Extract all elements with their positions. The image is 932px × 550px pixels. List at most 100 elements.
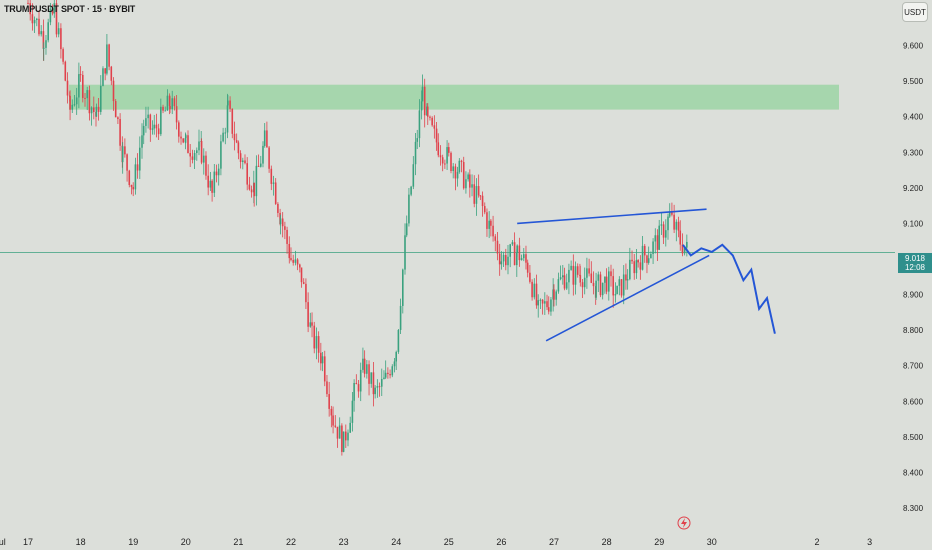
candle-body <box>205 155 207 176</box>
candle-body <box>323 356 326 382</box>
candle-body <box>647 258 650 263</box>
price-tick-label: 8.900 <box>903 291 924 300</box>
candle-body <box>592 282 595 287</box>
candle-body <box>431 117 433 126</box>
candle-body <box>338 425 341 439</box>
wedge-lower-trendline[interactable] <box>545 254 710 342</box>
candle-body <box>595 280 597 298</box>
time-tick-label: 27 <box>549 537 559 547</box>
candle-body <box>326 381 328 395</box>
candle-body <box>299 264 301 268</box>
candle-body <box>500 261 503 265</box>
candle-body <box>155 124 158 129</box>
candle-body <box>671 212 673 215</box>
candle-body <box>590 273 593 283</box>
candle-body <box>586 268 588 278</box>
time-tick-label: 26 <box>496 537 506 547</box>
candle-body <box>465 179 467 189</box>
candle-body <box>145 118 147 126</box>
candle-body <box>126 154 128 171</box>
candle-body <box>513 242 516 266</box>
candle-body <box>226 105 229 133</box>
candle-body <box>572 265 575 285</box>
candle-body <box>565 282 568 289</box>
candle-body <box>583 277 586 288</box>
candle-body <box>332 415 334 426</box>
candle-body <box>535 283 538 306</box>
lightning-icon[interactable] <box>677 516 691 530</box>
candles-group <box>27 0 688 456</box>
candle-body <box>574 266 577 285</box>
candle-body <box>550 299 552 312</box>
candle-body <box>33 19 36 24</box>
price-tick-label: 9.500 <box>903 77 924 86</box>
candle-body <box>231 108 234 134</box>
last-price-badge: 9.018 12:08 <box>898 253 932 273</box>
wedge-upper-trendline[interactable] <box>517 208 707 225</box>
candle-body <box>209 180 212 188</box>
candle-body <box>402 269 404 306</box>
candle-body <box>244 160 246 164</box>
candle-body <box>128 170 131 185</box>
candle-body <box>237 142 240 154</box>
candle-body <box>305 283 307 303</box>
candle-body <box>281 218 284 227</box>
candle-body <box>462 162 465 189</box>
currency-button[interactable]: USDT <box>902 2 928 22</box>
candle-body <box>439 155 442 158</box>
resistance-zone[interactable] <box>69 84 839 110</box>
candle-body <box>262 145 264 164</box>
candle-body <box>36 18 38 20</box>
candle-body <box>450 152 452 172</box>
candle-body <box>555 291 557 300</box>
candle-body <box>486 212 488 229</box>
candle-body <box>75 97 78 105</box>
candle-body <box>498 253 501 265</box>
candle-body <box>494 236 497 241</box>
candle-body <box>673 214 675 230</box>
forecast-path[interactable] <box>682 243 776 334</box>
candle-body <box>286 229 288 244</box>
candle-body <box>686 241 688 248</box>
candle-body <box>363 358 366 374</box>
candle-body <box>147 114 149 119</box>
candle-body <box>405 223 408 236</box>
candle-body <box>410 186 412 195</box>
candle-body <box>60 28 62 50</box>
candle-body <box>605 276 608 292</box>
candle-body <box>302 282 305 284</box>
candle-body <box>471 184 473 188</box>
time-axis[interactable]: 1718192021222324252627282930Jul23 <box>0 537 872 547</box>
candle-body <box>384 372 387 378</box>
candle-body <box>202 155 205 163</box>
candle-body <box>452 166 454 172</box>
candle-body <box>423 86 426 116</box>
candle-body <box>134 164 137 190</box>
candle-body <box>215 171 218 176</box>
candle-body <box>78 74 80 98</box>
candle-body <box>625 274 627 281</box>
candle-body <box>668 212 671 217</box>
candle-body <box>639 262 642 270</box>
candle-body <box>507 256 509 266</box>
candle-body <box>253 182 255 197</box>
candle-body <box>182 138 185 143</box>
candle-body <box>336 426 339 439</box>
candle-body <box>110 66 113 81</box>
candle-body <box>157 128 160 135</box>
candle-body <box>393 361 396 367</box>
candle-body <box>397 329 400 352</box>
candle-body <box>255 165 258 197</box>
symbol-title[interactable]: TRUMPUSDT SPOT · 15 · BYBIT <box>4 4 136 14</box>
candle-body <box>559 277 562 280</box>
candle-body <box>643 245 646 256</box>
candle-body <box>683 247 686 254</box>
candle-body <box>362 358 364 370</box>
candle-body <box>481 195 484 207</box>
candle-body <box>492 225 494 237</box>
price-tick-label: 9.400 <box>903 113 924 122</box>
candle-body <box>441 157 444 164</box>
candle-body <box>79 74 82 76</box>
candle-body <box>57 28 60 35</box>
